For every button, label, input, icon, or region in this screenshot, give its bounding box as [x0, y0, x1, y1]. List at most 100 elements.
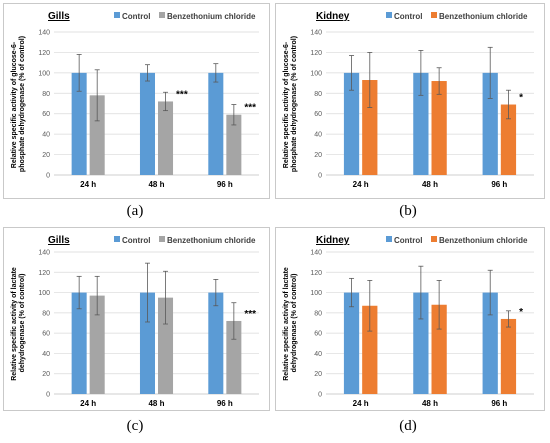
bar — [208, 72, 224, 175]
y-axis-label: Relative specific activity of glucose-6-… — [11, 36, 26, 172]
legend-swatch-control — [386, 12, 392, 18]
y-tick-label: 0 — [318, 392, 322, 399]
bar — [431, 81, 447, 175]
y-axis-label-line-2: phosphate dehydrogenase (% of control) — [19, 36, 26, 172]
bar — [413, 292, 429, 394]
y-axis-label-line-1: Relative specific activity of lactate — [11, 267, 18, 381]
y-axis-label: Relative specific activity of lactate de… — [283, 265, 298, 381]
legend-swatch-control — [386, 236, 392, 242]
y-tick-label: 60 — [314, 111, 322, 118]
legend-swatch-treatment — [159, 236, 165, 242]
x-tick-label: 24 h — [353, 399, 369, 408]
significance-marker: * — [519, 307, 523, 318]
legend-swatch-control — [114, 236, 120, 242]
legend-label-treatment: Benzethonium chloride — [439, 236, 528, 245]
y-axis-label-line-2: dehydrogenase (% of control) — [291, 274, 298, 373]
y-tick-label: 140 — [38, 250, 50, 257]
y-tick-label: 80 — [42, 91, 50, 98]
bar — [482, 72, 498, 175]
bar — [413, 72, 429, 175]
legend-swatch-treatment — [431, 236, 437, 242]
y-tick-label: 40 — [42, 351, 50, 358]
bar — [139, 72, 155, 175]
panel-caption-b: (b) — [399, 203, 417, 219]
legend-swatch-treatment — [431, 12, 437, 18]
bar — [158, 101, 174, 175]
y-tick-label: 0 — [46, 392, 50, 399]
legend-label-control: Control — [122, 236, 150, 245]
y-axis-label-line-2: dehydrogenase (% of control) — [19, 274, 26, 373]
bar — [158, 297, 174, 394]
bar — [89, 295, 105, 394]
y-tick-label: 20 — [42, 152, 50, 159]
plot-area: 0 20 40 60 80 100 120 140 24 h *** 48 h *** 96 h — [38, 30, 259, 189]
y-axis-label-line-1: Relative specific activity of lactate — [283, 267, 290, 381]
legend-label-control: Control — [394, 12, 422, 21]
y-tick-label: 60 — [42, 331, 50, 338]
y-tick-label: 40 — [314, 351, 322, 358]
x-tick-label: 24 h — [80, 399, 96, 408]
y-tick-label: 120 — [310, 270, 322, 277]
legend-label-treatment: Benzethonium chloride — [167, 236, 256, 245]
chart-c-svg: Gills Control Benzethonium chloride Rela… — [11, 235, 259, 408]
plot-area: 0 20 40 60 80 100 120 140 24 h 48 h *** 96 h — [38, 250, 259, 408]
legend-label-control: Control — [394, 236, 422, 245]
chart-title: Kidney — [316, 235, 350, 246]
significance-marker: *** — [244, 103, 256, 114]
y-tick-label: 140 — [310, 250, 322, 257]
y-tick-label: 60 — [314, 331, 322, 338]
x-tick-label: 96 h — [217, 399, 233, 408]
bar — [71, 72, 87, 175]
chart-panel-c: Gills Control Benzethonium chloride Rela… — [3, 227, 270, 411]
y-tick-label: 20 — [314, 371, 322, 378]
y-tick-label: 20 — [314, 152, 322, 159]
y-tick-label: 140 — [310, 30, 322, 37]
y-tick-label: 120 — [310, 50, 322, 57]
y-tick-label: 40 — [42, 132, 50, 139]
chart-panel-a: Gills Control Benzethonium chloride Rela… — [3, 3, 270, 199]
y-tick-label: 100 — [310, 70, 322, 77]
x-tick-label: 48 h — [148, 399, 164, 408]
x-tick-label: 48 h — [148, 180, 164, 189]
x-tick-label: 96 h — [491, 180, 507, 189]
plot-area: 0 20 40 60 80 100 120 140 24 h 48 h * 96 h — [310, 30, 534, 189]
y-tick-label: 100 — [38, 70, 50, 77]
panel-caption-c: (c) — [126, 418, 144, 434]
significance-marker: *** — [176, 89, 188, 100]
y-axis-label: Relative specific activity of lactate de… — [11, 265, 26, 381]
y-tick-label: 80 — [42, 310, 50, 317]
chart-panel-d: Kidney Control Benzethonium chloride Rel… — [275, 227, 545, 411]
y-tick-label: 120 — [38, 50, 50, 57]
chart-a-svg: Gills Control Benzethonium chloride Rela… — [11, 11, 259, 189]
x-tick-label: 96 h — [491, 399, 507, 408]
y-tick-label: 140 — [38, 30, 50, 37]
x-tick-label: 24 h — [80, 180, 96, 189]
bar — [482, 292, 498, 394]
y-axis-label-line-1: Relative specific activity of glucose-6- — [11, 41, 18, 168]
legend-swatch-control — [114, 12, 120, 18]
y-axis-label: Relative specific activity of glucose-6-… — [283, 36, 298, 172]
x-tick-label: 48 h — [422, 399, 438, 408]
bar — [362, 80, 378, 175]
bar — [208, 292, 224, 394]
significance-marker: *** — [244, 309, 256, 320]
bar — [431, 304, 447, 394]
x-tick-label: 48 h — [422, 180, 438, 189]
x-tick-label: 96 h — [217, 180, 233, 189]
bar — [139, 292, 155, 394]
y-tick-label: 60 — [42, 111, 50, 118]
significance-marker: * — [519, 93, 523, 104]
chart-panel-b: Kidney Control Benzethonium chloride Rel… — [275, 3, 545, 199]
y-axis-label-line-2: phosphate dehydrogenase (% of control) — [291, 36, 298, 172]
bar — [500, 104, 517, 175]
y-tick-label: 100 — [310, 290, 322, 297]
y-tick-label: 0 — [318, 173, 322, 180]
bar — [362, 305, 378, 394]
legend-swatch-treatment — [159, 12, 165, 18]
legend-label-treatment: Benzethonium chloride — [167, 12, 256, 21]
panel-caption-d: (d) — [399, 418, 417, 434]
chart-title: Gills — [48, 235, 70, 246]
y-tick-label: 40 — [314, 132, 322, 139]
bar — [500, 318, 517, 394]
y-tick-label: 0 — [46, 173, 50, 180]
